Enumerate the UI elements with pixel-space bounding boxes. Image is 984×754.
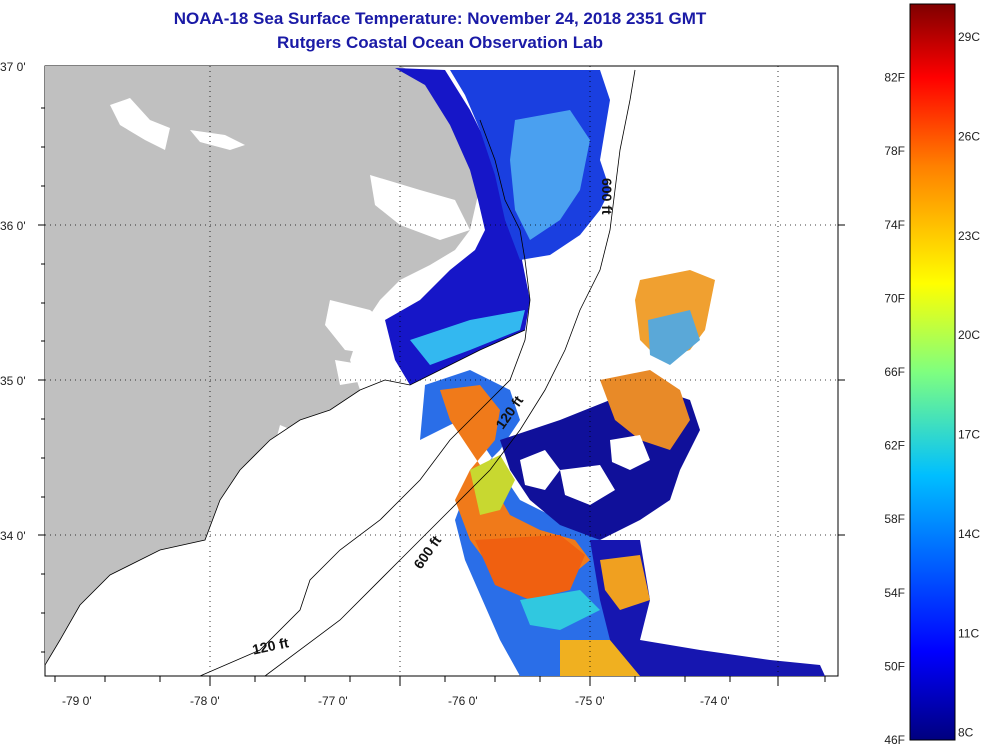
sst-cold-north bbox=[385, 68, 530, 385]
colorbar-f-label: 82F bbox=[884, 71, 905, 85]
colorbar-f-label: 62F bbox=[884, 439, 905, 453]
lon-label: -75 0' bbox=[575, 694, 605, 708]
contour-label: 120 ft bbox=[251, 634, 290, 657]
colorbar-f-label: 46F bbox=[884, 733, 905, 747]
colorbar-f-label: 58F bbox=[884, 512, 905, 526]
sound-patch bbox=[370, 175, 470, 240]
sst-cool-north bbox=[510, 110, 590, 240]
sst-warm-core2 bbox=[475, 535, 585, 600]
contour-600ft bbox=[264, 69, 636, 676]
colorbar-f-label: 54F bbox=[884, 586, 905, 600]
colorbar bbox=[909, 3, 956, 741]
sound-patch bbox=[325, 300, 395, 355]
river-patch bbox=[190, 130, 245, 150]
colorbar-f-label: 70F bbox=[884, 291, 905, 305]
cloud-gap bbox=[560, 465, 615, 505]
sst-cyan-band bbox=[520, 590, 600, 630]
sst-south-warm bbox=[600, 555, 650, 610]
contour-120ft bbox=[199, 119, 531, 676]
lon-label: -76 0' bbox=[448, 694, 478, 708]
colorbar-f-label: 74F bbox=[884, 218, 905, 232]
contour-label: 600 ft bbox=[599, 178, 615, 215]
sst-warm-core bbox=[440, 385, 590, 585]
lat-label: 37 0' bbox=[0, 60, 26, 74]
colorbar-c-label: 20C bbox=[958, 328, 980, 342]
graticule bbox=[45, 66, 838, 676]
sst-cool-band bbox=[410, 310, 525, 365]
colorbar-c-label: 26C bbox=[958, 129, 980, 143]
lon-label: -77 0' bbox=[318, 694, 348, 708]
lon-label: -78 0' bbox=[190, 694, 220, 708]
map-title: NOAA-18 Sea Surface Temperature: Novembe… bbox=[173, 9, 707, 28]
sound-patch bbox=[276, 425, 292, 445]
colorbar-c-label: 29C bbox=[958, 30, 980, 44]
sst-yellow-band bbox=[470, 455, 515, 515]
lat-label: 36 0' bbox=[0, 219, 26, 233]
colorbar-c-label: 23C bbox=[958, 229, 980, 243]
colorbar-f-label: 66F bbox=[884, 365, 905, 379]
lat-label: 35 0' bbox=[0, 374, 26, 388]
colorbar-c-label: 17C bbox=[958, 428, 980, 442]
river-patch bbox=[110, 98, 170, 150]
tick-marks bbox=[38, 107, 845, 686]
cloud-gap bbox=[610, 435, 650, 470]
lon-label: -74 0' bbox=[700, 694, 730, 708]
land-mass bbox=[45, 66, 478, 665]
sst-south-cold bbox=[590, 540, 825, 676]
colorbar-c-label: 14C bbox=[958, 527, 980, 541]
sound-patch bbox=[335, 360, 370, 385]
colorbar-ticks: 82F 78F 74F 70F 66F 62F 58F 54F 50F 46F 29C 26C 23C 2… bbox=[884, 30, 980, 747]
cloud-gap bbox=[520, 450, 560, 490]
colorbar-c-label: 8C bbox=[958, 726, 974, 740]
colorbar-f-label: 50F bbox=[884, 659, 905, 673]
colorbar-c-label: 11C bbox=[958, 626, 979, 640]
lon-label: -79 0' bbox=[62, 694, 92, 708]
sst-offshore-east bbox=[600, 370, 690, 450]
sst-offshore-ne-cool bbox=[648, 310, 700, 365]
map-subtitle: Rutgers Coastal Ocean Observation Lab bbox=[277, 33, 603, 52]
lat-label: 34 0' bbox=[0, 529, 26, 543]
colorbar-f-label: 78F bbox=[884, 144, 905, 158]
